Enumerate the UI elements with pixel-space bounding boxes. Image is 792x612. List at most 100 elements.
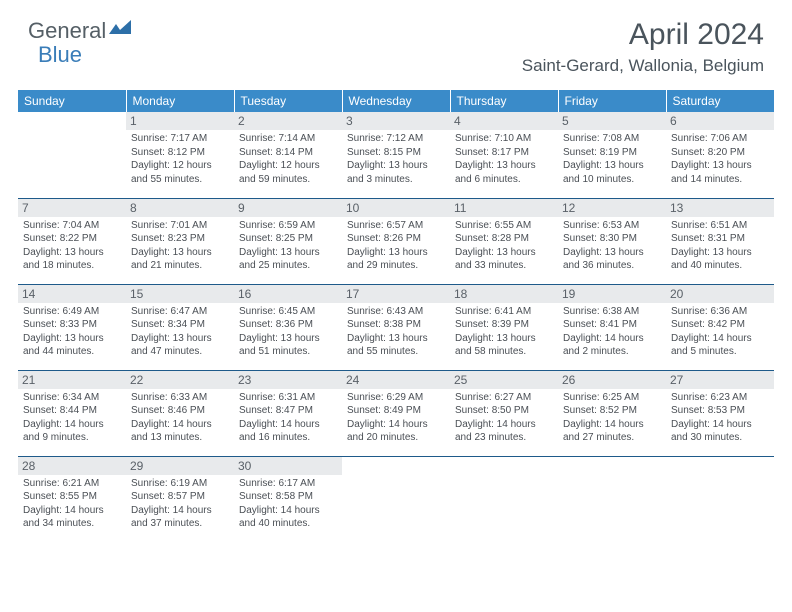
- calendar-cell: 1 Sunrise: 7:17 AMSunset: 8:12 PMDaylight…: [126, 112, 234, 198]
- calendar-cell: 22Sunrise: 6:33 AMSunset: 8:46 PMDayligh…: [126, 370, 234, 456]
- day-number: 16: [234, 285, 342, 303]
- day-number: 26: [558, 371, 666, 389]
- day-text: Sunrise: 7:10 AMSunset: 8:17 PMDaylight:…: [455, 132, 553, 186]
- day-number: 22: [126, 371, 234, 389]
- day-number: 28: [18, 457, 126, 475]
- calendar-cell: 26 Sunrise: 6:25 AMSunset: 8:52 PMDayligh…: [558, 370, 666, 456]
- day-number: 7: [18, 199, 126, 217]
- day-number: 12: [558, 199, 666, 217]
- header: General April 2024 Saint-Gerard, Walloni…: [0, 0, 792, 84]
- month-title: April 2024: [522, 18, 764, 52]
- calendar-cell: [558, 456, 666, 542]
- day-text: Sunrise: 6:47 AMSunset: 8:34 PMDaylight:…: [131, 305, 229, 359]
- day-number: 11: [450, 199, 558, 217]
- day-number: 20: [666, 285, 774, 303]
- calendar-cell: 8 Sunrise: 7:01 AMSunset: 8:23 PMDaylight…: [126, 198, 234, 284]
- day-number: 14: [18, 285, 126, 303]
- day-text: Sunrise: 6:27 AMSunset: 8:50 PMDaylight:…: [455, 391, 553, 445]
- weekday-header: Tuesday: [234, 90, 342, 112]
- calendar-cell: 7 Sunrise: 7:04 AMSunset: 8:22 PMDaylight…: [18, 198, 126, 284]
- day-text: Sunrise: 6:21 AMSunset: 8:55 PMDaylight:…: [23, 477, 121, 531]
- day-number: 4: [450, 112, 558, 130]
- day-number: 18: [450, 285, 558, 303]
- day-text: Sunrise: 6:31 AMSunset: 8:47 PMDaylight:…: [239, 391, 337, 445]
- calendar-cell: 9 Sunrise: 6:59 AMSunset: 8:25 PMDaylight…: [234, 198, 342, 284]
- title-block: April 2024 Saint-Gerard, Wallonia, Belgi…: [522, 18, 764, 76]
- calendar-cell: 28 Sunrise: 6:21 AMSunset: 8:55 PMDayligh…: [18, 456, 126, 542]
- calendar-cell: 11 Sunrise: 6:55 AMSunset: 8:28 PMDayligh…: [450, 198, 558, 284]
- day-number: 6: [666, 112, 774, 130]
- day-number: 19: [558, 285, 666, 303]
- day-number: 10: [342, 199, 450, 217]
- day-number: 8: [126, 199, 234, 217]
- calendar-cell: 17 Sunrise: 6:43 AMSunset: 8:38 PMDayligh…: [342, 284, 450, 370]
- day-text: Sunrise: 6:57 AMSunset: 8:26 PMDaylight:…: [347, 219, 445, 273]
- calendar-cell: 23 Sunrise: 6:31 AMSunset: 8:47 PMDayligh…: [234, 370, 342, 456]
- calendar-cell: 27 Sunrise: 6:23 AMSunset: 8:53 PMDayligh…: [666, 370, 774, 456]
- day-text: Sunrise: 6:17 AMSunset: 8:58 PMDaylight:…: [239, 477, 337, 531]
- day-text: Sunrise: 6:34 AMSunset: 8:44 PMDaylight:…: [23, 391, 121, 445]
- day-text: Sunrise: 6:45 AMSunset: 8:36 PMDaylight:…: [239, 305, 337, 359]
- weekday-header: Wednesday: [342, 90, 450, 112]
- day-number: 2: [234, 112, 342, 130]
- weekday-header: Thursday: [450, 90, 558, 112]
- day-number: 27: [666, 371, 774, 389]
- day-text: Sunrise: 7:08 AMSunset: 8:19 PMDaylight:…: [563, 132, 661, 186]
- day-text: Sunrise: 6:41 AMSunset: 8:39 PMDaylight:…: [455, 305, 553, 359]
- calendar-cell: 29 Sunrise: 6:19 AMSunset: 8:57 PMDayligh…: [126, 456, 234, 542]
- calendar-cell: 30 Sunrise: 6:17 AMSunset: 8:58 PMDayligh…: [234, 456, 342, 542]
- day-text: Sunrise: 7:14 AMSunset: 8:14 PMDaylight:…: [239, 132, 337, 186]
- location: Saint-Gerard, Wallonia, Belgium: [522, 56, 764, 76]
- logo: General: [28, 18, 131, 44]
- calendar-body: 1 Sunrise: 7:17 AMSunset: 8:12 PMDaylight…: [18, 112, 774, 542]
- day-text: Sunrise: 7:04 AMSunset: 8:22 PMDaylight:…: [23, 219, 121, 273]
- day-text: Sunrise: 6:25 AMSunset: 8:52 PMDaylight:…: [563, 391, 661, 445]
- day-text: Sunrise: 6:36 AMSunset: 8:42 PMDaylight:…: [671, 305, 769, 359]
- day-text: Sunrise: 7:01 AMSunset: 8:23 PMDaylight:…: [131, 219, 229, 273]
- day-number: 24: [342, 371, 450, 389]
- day-number: 17: [342, 285, 450, 303]
- day-number: 3: [342, 112, 450, 130]
- weekday-header: Sunday: [18, 90, 126, 112]
- calendar-cell: 13Sunrise: 6:51 AMSunset: 8:31 PMDayligh…: [666, 198, 774, 284]
- weekday-header: Monday: [126, 90, 234, 112]
- day-number: 9: [234, 199, 342, 217]
- wave-icon: [109, 16, 131, 42]
- logo-text-general: General: [28, 18, 106, 44]
- calendar-cell: 3 Sunrise: 7:12 AMSunset: 8:15 PMDaylight…: [342, 112, 450, 198]
- calendar-cell: 12 Sunrise: 6:53 AMSunset: 8:30 PMDayligh…: [558, 198, 666, 284]
- weekday-header: Friday: [558, 90, 666, 112]
- day-number: 13: [666, 199, 774, 217]
- day-text: Sunrise: 7:06 AMSunset: 8:20 PMDaylight:…: [671, 132, 769, 186]
- calendar-table: SundayMondayTuesdayWednesdayThursdayFrid…: [18, 90, 774, 542]
- calendar-cell: 5Sunrise: 7:08 AMSunset: 8:19 PMDaylight…: [558, 112, 666, 198]
- day-number: 15: [126, 285, 234, 303]
- day-text: Sunrise: 6:19 AMSunset: 8:57 PMDaylight:…: [131, 477, 229, 531]
- day-text: Sunrise: 7:12 AMSunset: 8:15 PMDaylight:…: [347, 132, 445, 186]
- day-text: Sunrise: 6:43 AMSunset: 8:38 PMDaylight:…: [347, 305, 445, 359]
- day-number: 23: [234, 371, 342, 389]
- calendar-header-row: SundayMondayTuesdayWednesdayThursdayFrid…: [18, 90, 774, 112]
- day-text: Sunrise: 6:53 AMSunset: 8:30 PMDaylight:…: [563, 219, 661, 273]
- calendar-cell: 24Sunrise: 6:29 AMSunset: 8:49 PMDayligh…: [342, 370, 450, 456]
- calendar-cell: 14Sunrise: 6:49 AMSunset: 8:33 PMDayligh…: [18, 284, 126, 370]
- day-number: 1: [126, 112, 234, 130]
- day-text: Sunrise: 6:59 AMSunset: 8:25 PMDaylight:…: [239, 219, 337, 273]
- calendar-cell: 19 Sunrise: 6:38 AMSunset: 8:41 PMDayligh…: [558, 284, 666, 370]
- day-number: 29: [126, 457, 234, 475]
- calendar-cell: 25Sunrise: 6:27 AMSunset: 8:50 PMDayligh…: [450, 370, 558, 456]
- calendar-cell: [450, 456, 558, 542]
- calendar-cell: 4 Sunrise: 7:10 AMSunset: 8:17 PMDaylight…: [450, 112, 558, 198]
- calendar-cell: 10 Sunrise: 6:57 AMSunset: 8:26 PMDayligh…: [342, 198, 450, 284]
- calendar-cell: 16 Sunrise: 6:45 AMSunset: 8:36 PMDayligh…: [234, 284, 342, 370]
- calendar-cell: 15 Sunrise: 6:47 AMSunset: 8:34 PMDayligh…: [126, 284, 234, 370]
- calendar-cell: [342, 456, 450, 542]
- day-text: Sunrise: 6:55 AMSunset: 8:28 PMDaylight:…: [455, 219, 553, 273]
- day-number: 30: [234, 457, 342, 475]
- day-text: Sunrise: 6:23 AMSunset: 8:53 PMDaylight:…: [671, 391, 769, 445]
- weekday-header: Saturday: [666, 90, 774, 112]
- day-text: Sunrise: 6:38 AMSunset: 8:41 PMDaylight:…: [563, 305, 661, 359]
- day-text: Sunrise: 7:17 AMSunset: 8:12 PMDaylight:…: [131, 132, 229, 186]
- calendar-cell: [666, 456, 774, 542]
- calendar-cell: 21Sunrise: 6:34 AMSunset: 8:44 PMDayligh…: [18, 370, 126, 456]
